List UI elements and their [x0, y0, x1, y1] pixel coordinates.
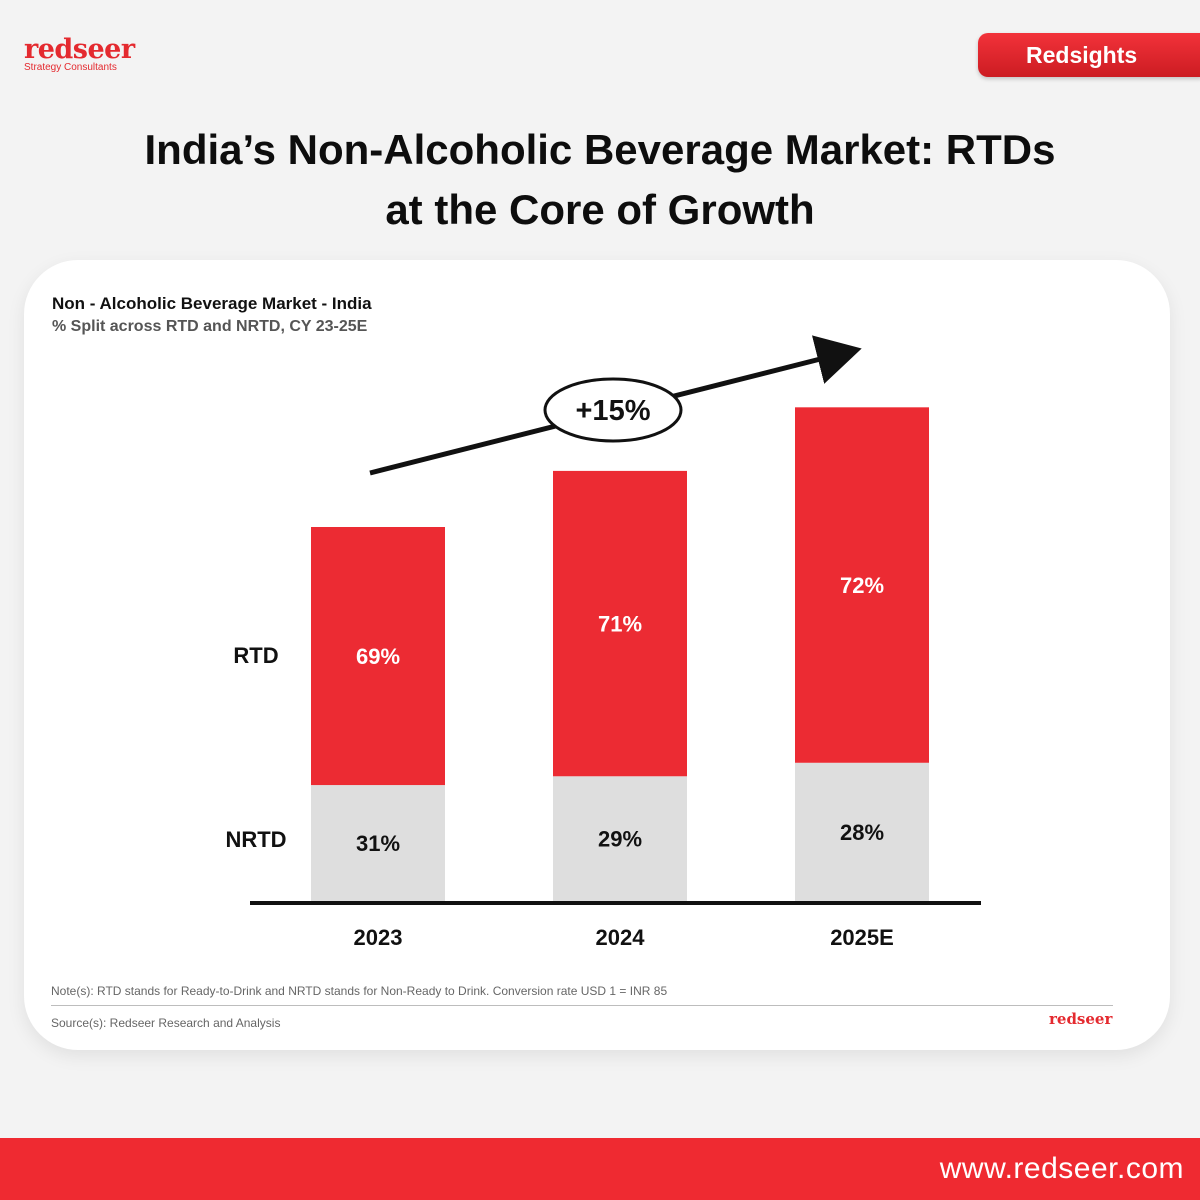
website-link[interactable]: www.redseer.com [939, 1152, 1184, 1185]
rtd-label-2024: 71% [598, 612, 642, 637]
x-tick-label-2023: 2023 [354, 925, 403, 950]
legend-rtd: RTD [233, 643, 278, 668]
chart-subtitle: % Split across RTD and NRTD, CY 23-25E [52, 318, 368, 335]
x-tick-label-2025e: 2025E [830, 925, 894, 950]
rtd-label-2025e: 72% [840, 573, 884, 598]
footer-logo: redseer [1049, 1010, 1113, 1028]
nrtd-label-2023: 31% [356, 831, 400, 856]
rtd-label-2023: 69% [356, 644, 400, 669]
nrtd-bar-2025e [795, 762, 929, 901]
page-title-line-2: at the Core of Growth [385, 186, 815, 233]
chart-card: Non - Alcoholic Beverage Market - India … [24, 260, 1170, 1050]
page-title: India’s Non-Alcoholic Beverage Market: R… [40, 120, 1160, 240]
stacked-bar-chart: +15% RTD NRTD 31% 69% 2023 29% 71% 2024 28% 72%… [225, 335, 981, 950]
chart-title: Non - Alcoholic Beverage Market - India [52, 294, 372, 313]
legend-nrtd: NRTD [225, 827, 286, 852]
brand-logo: redseer Strategy Consultants [24, 34, 135, 74]
brand-tagline: Strategy Consultants [24, 62, 117, 73]
footer-bar [0, 1138, 1200, 1200]
brand-name: redseer [24, 34, 135, 65]
redsights-badge: Redsights [978, 33, 1200, 77]
x-tick-label-2024: 2024 [596, 925, 646, 950]
nrtd-label-2025e: 28% [840, 820, 884, 845]
nrtd-bar-2024 [553, 776, 687, 901]
nrtd-label-2024: 29% [598, 827, 642, 852]
divider [51, 1005, 1113, 1006]
growth-label: +15% [576, 395, 651, 427]
chart-source: Source(s): Redseer Research and Analysis [51, 1016, 281, 1030]
rtd-bar-2025e [795, 407, 929, 763]
rtd-bar-2023 [311, 527, 445, 786]
growth-bubble [543, 377, 683, 443]
rtd-bar-2024 [553, 470, 687, 777]
chart-note: Note(s): RTD stands for Ready-to-Drink a… [51, 984, 668, 998]
nrtd-bar-2023 [311, 785, 445, 901]
page-title-line-1: India’s Non-Alcoholic Beverage Market: R… [144, 126, 1056, 173]
